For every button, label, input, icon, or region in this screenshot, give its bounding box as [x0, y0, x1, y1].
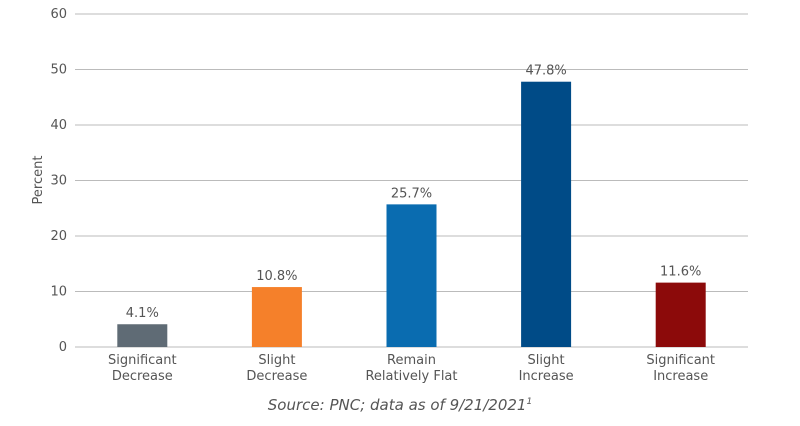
y-tick-label: 20: [50, 229, 67, 244]
x-tick-label: Slight Decrease: [246, 353, 307, 384]
source-note: 1: [526, 397, 532, 407]
source-text: Source: PNC; data as of 9/21/2021: [268, 396, 527, 414]
bar: [521, 81, 572, 348]
source: Source: PNC; data as of 9/21/20211: [268, 396, 532, 414]
y-tick-label: 10: [50, 285, 67, 300]
x-tick-label: Remain Relatively Flat: [365, 353, 457, 384]
bar: [386, 204, 437, 347]
y-tick-label: 40: [50, 118, 67, 133]
bar: [251, 287, 302, 347]
data-label: 10.8%: [256, 269, 297, 284]
bar: [655, 282, 706, 347]
x-tick-label: Slight Increase: [519, 353, 574, 384]
data-label: 4.1%: [126, 306, 159, 321]
bar: [117, 324, 168, 347]
data-label: 11.6%: [660, 265, 701, 280]
y-tick-label: 60: [50, 7, 67, 22]
x-tick-label: Significant Increase: [646, 353, 715, 384]
y-tick-label: 50: [50, 63, 67, 78]
y-tick-label: 0: [59, 340, 67, 355]
data-label: 25.7%: [391, 186, 432, 201]
x-tick-label: Significant Decrease: [108, 353, 177, 384]
data-label: 47.8%: [525, 64, 566, 79]
y-axis-label: Percent: [31, 156, 46, 205]
y-tick-label: 30: [50, 174, 67, 189]
